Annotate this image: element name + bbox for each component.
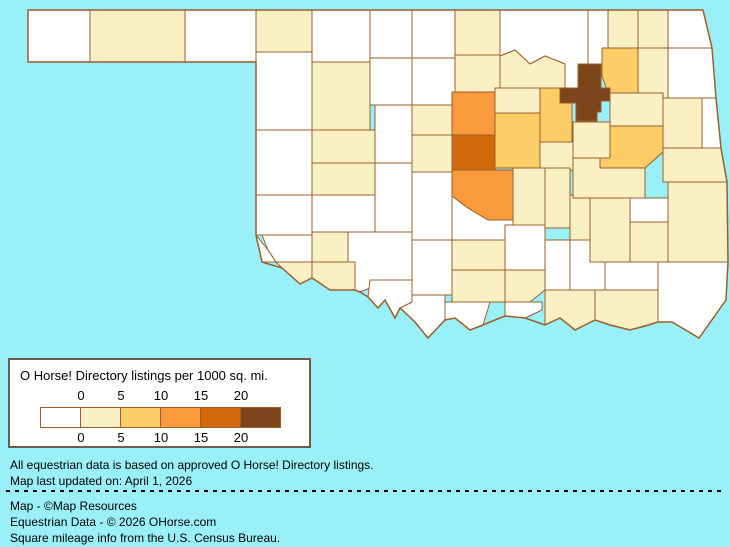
county-wagoner — [609, 92, 664, 127]
footnote-last-updated: Map last updated on: April 1, 2026 — [10, 474, 193, 488]
county-garvin — [451, 239, 506, 271]
county-stephens — [411, 239, 453, 296]
county-marshall — [504, 301, 543, 319]
legend-tick-5: 5 — [117, 430, 125, 445]
county-craig — [637, 10, 669, 49]
county-major — [369, 57, 413, 106]
legend-title: O Horse! Directory listings per 1000 sq.… — [20, 368, 268, 383]
county-noble — [454, 54, 501, 93]
county-woodward — [311, 61, 371, 131]
county-canadian — [411, 134, 453, 173]
legend-tick-0: 0 — [77, 388, 85, 403]
county-kay — [454, 10, 501, 56]
county-cleveland — [451, 169, 514, 221]
county-sequoyah — [662, 147, 728, 183]
county-texas — [89, 10, 186, 63]
county-carter — [451, 269, 506, 303]
credit-equestrian-data: Equestrian Data - © 2026 OHorse.com — [10, 515, 217, 529]
county-okfuskee — [539, 141, 574, 171]
county-delaware — [667, 47, 719, 99]
county-lincoln — [494, 112, 541, 169]
legend-tick-5: 5 — [117, 388, 125, 403]
county-cimarron — [28, 10, 91, 63]
county-pottawatomie — [512, 167, 546, 226]
county-choctaw — [594, 289, 659, 331]
county-johnston — [504, 269, 546, 303]
county-harper — [255, 10, 313, 53]
credit-map-resources: Map - ©Map Resources — [10, 499, 137, 513]
county-ottawa — [667, 10, 713, 49]
county-latimer — [629, 221, 669, 263]
legend-tick-20: 20 — [233, 388, 249, 403]
legend-tick-10: 10 — [153, 388, 169, 403]
legend-swatch-5 — [240, 407, 281, 428]
county-mccurtain — [657, 261, 728, 338]
county-beckham — [255, 194, 313, 236]
oklahoma-county-choropleth-map — [27, 9, 729, 340]
footnote-data-source: All equestrian data is based on approved… — [10, 458, 374, 472]
legend-ticks-top: 0 5 10 15 20 — [10, 388, 309, 404]
county-oklahoma — [451, 134, 496, 171]
county-woods — [311, 10, 371, 63]
county-grant — [411, 10, 456, 59]
legend-tick-0: 0 — [77, 430, 85, 445]
legend-swatch-4 — [200, 407, 241, 428]
county-love — [444, 301, 491, 331]
county-le-flore — [667, 181, 728, 263]
county-grady — [411, 171, 453, 241]
county-alfalfa — [369, 10, 413, 59]
county-mayes — [637, 47, 669, 99]
legend-swatch-3 — [160, 407, 201, 428]
county-layer — [28, 10, 728, 338]
state-outline — [27, 9, 729, 340]
legend-tick-15: 15 — [193, 388, 209, 403]
legend-ticks-bottom: 0 5 10 15 20 — [10, 430, 309, 446]
county-okmulgee — [572, 121, 611, 159]
legend-swatch-0 — [40, 407, 81, 428]
county-payne — [494, 87, 541, 114]
county-roger-mills — [255, 129, 313, 196]
county-ellis — [255, 51, 313, 131]
legend-tick-20: 20 — [233, 430, 249, 445]
county-kiowa — [311, 231, 349, 263]
county-tulsa — [559, 63, 611, 122]
county-kingfisher — [411, 104, 453, 136]
county-rogers — [601, 47, 639, 94]
county-pittsburg — [589, 197, 631, 263]
county-logan — [451, 91, 496, 136]
credit-square-mileage: Square mileage info from the U.S. Census… — [10, 531, 281, 545]
legend-tick-15: 15 — [193, 430, 209, 445]
county-haskell — [629, 197, 669, 223]
legend-swatch-2 — [120, 407, 161, 428]
county-pontotoc — [504, 224, 546, 271]
dashed-divider — [6, 490, 726, 492]
county-muskogee — [599, 125, 664, 169]
county-custer — [311, 162, 376, 196]
county-beaver — [184, 10, 263, 63]
county-seminole — [544, 167, 571, 229]
county-dewey — [311, 129, 376, 164]
legend-color-ramp — [40, 407, 281, 428]
county-blaine — [374, 104, 413, 164]
county-cherokee — [662, 97, 703, 149]
county-garfield — [411, 57, 456, 106]
legend-swatch-1 — [80, 407, 121, 428]
legend-box: O Horse! Directory listings per 1000 sq.… — [8, 358, 311, 448]
county-tillman — [311, 261, 356, 291]
county-nowata — [607, 10, 639, 49]
county-coal — [544, 239, 571, 291]
legend-tick-10: 10 — [153, 430, 169, 445]
county-washita — [311, 194, 376, 233]
